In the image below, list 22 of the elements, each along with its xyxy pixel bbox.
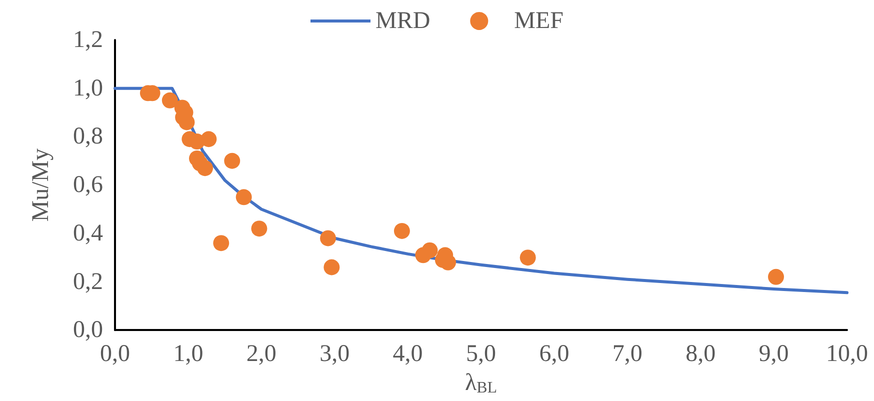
x-tick-label: 4,0 xyxy=(392,341,423,368)
y-tick-label: 0,8 xyxy=(73,124,103,150)
legend-label: MEF xyxy=(514,8,564,34)
x-tick-label: 8,0 xyxy=(686,341,716,368)
x-tick-label: 5,0 xyxy=(466,341,496,368)
y-axis-title: Mu/My xyxy=(28,148,54,222)
legend-label: MRD xyxy=(375,8,430,34)
y-tick-label: 0,0 xyxy=(73,317,103,344)
x-tick-label: 1,0 xyxy=(173,341,204,368)
x-axis-title: λBL xyxy=(464,370,498,396)
x-tick-label: 3,0 xyxy=(320,341,350,368)
x-tick-label: 10,0 xyxy=(826,341,868,368)
x-tick-label: 2,0 xyxy=(246,341,276,368)
x-tick-label: 9,0 xyxy=(758,341,789,368)
y-tick-label: 0,4 xyxy=(73,220,103,246)
y-tick-label: 1,2 xyxy=(73,27,103,53)
y-tick-label: 0,2 xyxy=(73,268,103,295)
x-tick-label: 6,0 xyxy=(539,341,570,368)
x-tick-label: 0,0 xyxy=(100,341,130,368)
y-tick-label: 1,0 xyxy=(73,75,103,102)
x-tick-label: 7,0 xyxy=(612,341,642,368)
y-tick-label: 0,6 xyxy=(73,172,103,198)
